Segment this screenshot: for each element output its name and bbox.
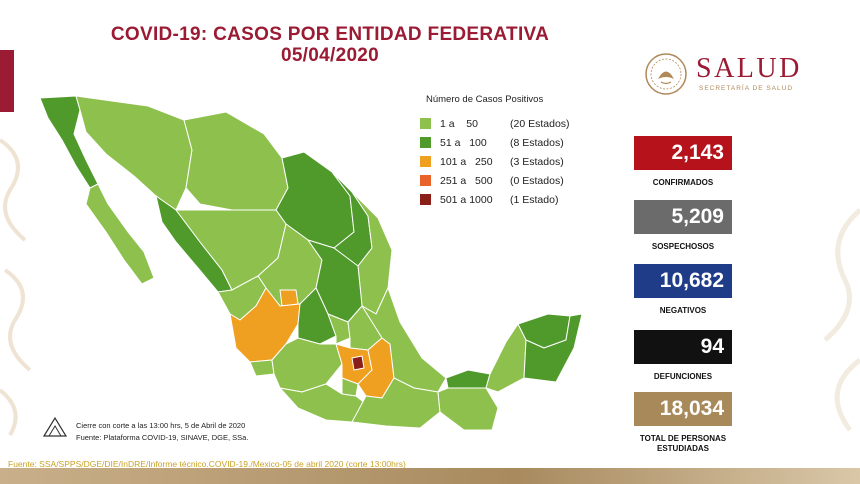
- state-baja-california-sur: [85, 183, 155, 285]
- stat-label: DEFUNCIONES: [653, 372, 713, 381]
- decorative-pattern-left: [0, 138, 32, 437]
- title-line-1: COVID-19: CASOS POR ENTIDAD FEDERATIVA: [110, 24, 550, 45]
- stat-label: NEGATIVOS: [659, 306, 707, 315]
- legend-count: (20 Estados): [510, 117, 570, 130]
- cutoff-note: Cierre con corte a las 13:00 hrs, 5 de A…: [76, 421, 246, 430]
- legend-count: (1 Estado): [510, 193, 559, 206]
- legend-item: 101 a 250 (3 Estados): [420, 152, 620, 171]
- legend-count: (8 Estados): [510, 136, 564, 149]
- map-legend: Número de Casos Positivos 1 a 50 (20 Esta…: [420, 94, 620, 209]
- stat-value-defunciones: 94: [634, 330, 732, 364]
- legend-swatch: [420, 175, 431, 186]
- state-chihuahua: [183, 111, 289, 211]
- state-guanajuato: [297, 287, 337, 345]
- state-veracruz: [361, 287, 447, 393]
- decorative-pattern-right: [823, 208, 860, 432]
- state-chiapas: [437, 387, 499, 431]
- state-aguascalientes: [279, 289, 299, 307]
- title-date: 05/04/2020: [280, 45, 380, 66]
- legend-swatch: [420, 137, 431, 148]
- legend-swatch: [420, 194, 431, 205]
- legend-range: 251 a 500: [440, 174, 493, 187]
- mexico-choropleth-map: [39, 95, 583, 431]
- state-ciudad-de-mexico: [351, 355, 365, 371]
- salud-subtitle: SECRETARÍA DE SALUD: [699, 85, 794, 92]
- salud-wordmark: SALUD: [696, 53, 802, 84]
- legend-range: 1 a 50: [440, 117, 478, 130]
- legend-count: (0 Estados): [510, 174, 564, 187]
- compass-rose-icon: [42, 416, 68, 437]
- source-note: Fuente: Plataforma COVID-19, SINAVE, DGE…: [76, 433, 249, 442]
- legend-item: 51 a 100 (8 Estados): [420, 133, 620, 152]
- legend-swatch: [420, 156, 431, 167]
- state-guerrero: [279, 383, 367, 423]
- legend-range: 51 a 100: [440, 136, 487, 149]
- legend-item: 1 a 50 (20 Estados): [420, 114, 620, 133]
- legend-item: 251 a 500 (0 Estados): [420, 171, 620, 190]
- stat-label: TOTAL DE PERSONAS ESTUDIADAS: [639, 434, 727, 453]
- legend-range: 501 a 1000: [440, 193, 493, 206]
- stat-value-confirmados: 2,143: [634, 136, 732, 170]
- legend-range: 101 a 250: [440, 155, 493, 168]
- legend-count: (3 Estados): [510, 155, 564, 168]
- stat-label: CONFIRMADOS: [652, 178, 714, 187]
- legend-title: Número de Casos Positivos: [426, 94, 544, 105]
- stat-value-sospechosos: 5,209: [634, 200, 732, 234]
- state-quintana-roo: [523, 313, 583, 383]
- accent-bar: [0, 50, 14, 112]
- salud-logo: SALUD SECRETARÍA DE SALUD: [644, 52, 844, 102]
- bottom-band: [0, 468, 860, 484]
- state-tabasco: [445, 369, 491, 389]
- state-colima: [249, 359, 275, 377]
- state-queretaro: [327, 313, 351, 345]
- coat-of-arms-seal-icon: [645, 53, 687, 95]
- footer-source: Fuente: SSA/SPPS/DGE/DIE/InDRE/Informe t…: [8, 459, 406, 469]
- legend-item: 501 a 1000 (1 Estado): [420, 190, 620, 209]
- stat-label: SOSPECHOSOS: [651, 242, 715, 251]
- legend-swatch: [420, 118, 431, 129]
- page-title: COVID-19: CASOS POR ENTIDAD FEDERATIVA 0…: [100, 24, 560, 66]
- stat-value-total: 18,034: [634, 392, 732, 426]
- state-campeche: [485, 323, 527, 393]
- stat-value-negativos: 10,682: [634, 264, 732, 298]
